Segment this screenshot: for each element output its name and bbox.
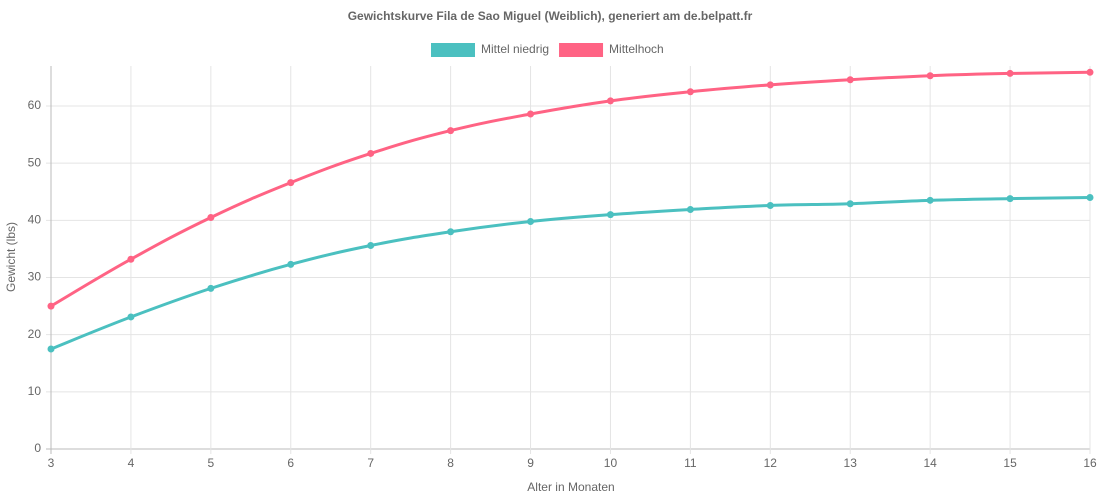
y-tick-label: 0 bbox=[34, 441, 41, 455]
legend-label: Mittel niedrig bbox=[481, 42, 549, 56]
chart-title: Gewichtskurve Fila de Sao Miguel (Weibli… bbox=[348, 9, 753, 23]
data-point bbox=[127, 255, 135, 263]
x-tick-label: 13 bbox=[844, 456, 858, 470]
data-point bbox=[207, 213, 215, 221]
y-tick-label: 40 bbox=[28, 213, 42, 227]
x-tick-label: 16 bbox=[1083, 456, 1097, 470]
data-point bbox=[287, 260, 295, 268]
data-point bbox=[846, 200, 854, 208]
x-axis-label: Alter in Monaten bbox=[527, 480, 614, 494]
data-point bbox=[606, 97, 614, 105]
x-tick-label: 8 bbox=[447, 456, 454, 470]
y-axis-label: Gewicht (lbs) bbox=[4, 222, 18, 292]
data-point bbox=[527, 217, 535, 225]
x-tick-label: 11 bbox=[684, 456, 697, 470]
x-tick-label: 7 bbox=[367, 456, 374, 470]
data-point bbox=[1086, 68, 1094, 76]
data-point bbox=[686, 205, 694, 213]
x-tick-label: 15 bbox=[1003, 456, 1017, 470]
x-tick-label: 4 bbox=[128, 456, 135, 470]
data-point bbox=[287, 179, 295, 187]
data-point bbox=[207, 284, 215, 292]
data-point bbox=[367, 149, 375, 157]
data-point bbox=[447, 127, 455, 135]
x-tick-label: 9 bbox=[527, 456, 534, 470]
y-tick-label: 50 bbox=[28, 155, 42, 169]
x-tick-label: 10 bbox=[604, 456, 618, 470]
data-point bbox=[47, 302, 55, 310]
legend-swatch bbox=[431, 43, 475, 57]
y-tick-label: 10 bbox=[28, 384, 42, 398]
x-tick-label: 6 bbox=[287, 456, 294, 470]
data-point bbox=[926, 196, 934, 204]
y-tick-label: 20 bbox=[28, 327, 42, 341]
data-point bbox=[1086, 193, 1094, 201]
x-tick-label: 14 bbox=[923, 456, 937, 470]
data-point bbox=[1006, 69, 1014, 77]
data-point bbox=[606, 211, 614, 219]
data-point bbox=[846, 76, 854, 84]
y-tick-label: 60 bbox=[28, 98, 42, 112]
legend-label: Mittelhoch bbox=[609, 42, 664, 56]
legend-swatch bbox=[559, 43, 604, 57]
data-point bbox=[1006, 195, 1014, 203]
x-tick-label: 5 bbox=[208, 456, 215, 470]
x-tick-label: 3 bbox=[48, 456, 55, 470]
data-point bbox=[766, 81, 774, 89]
data-point bbox=[447, 228, 455, 236]
data-point bbox=[127, 313, 135, 321]
data-point bbox=[926, 72, 934, 80]
series-line bbox=[50, 70, 1091, 308]
data-point bbox=[47, 345, 55, 353]
x-tick-label: 12 bbox=[764, 456, 778, 470]
y-tick-label: 30 bbox=[28, 270, 42, 284]
data-point bbox=[686, 88, 694, 96]
data-point bbox=[766, 201, 774, 209]
data-point bbox=[367, 241, 375, 249]
data-point bbox=[527, 110, 535, 118]
